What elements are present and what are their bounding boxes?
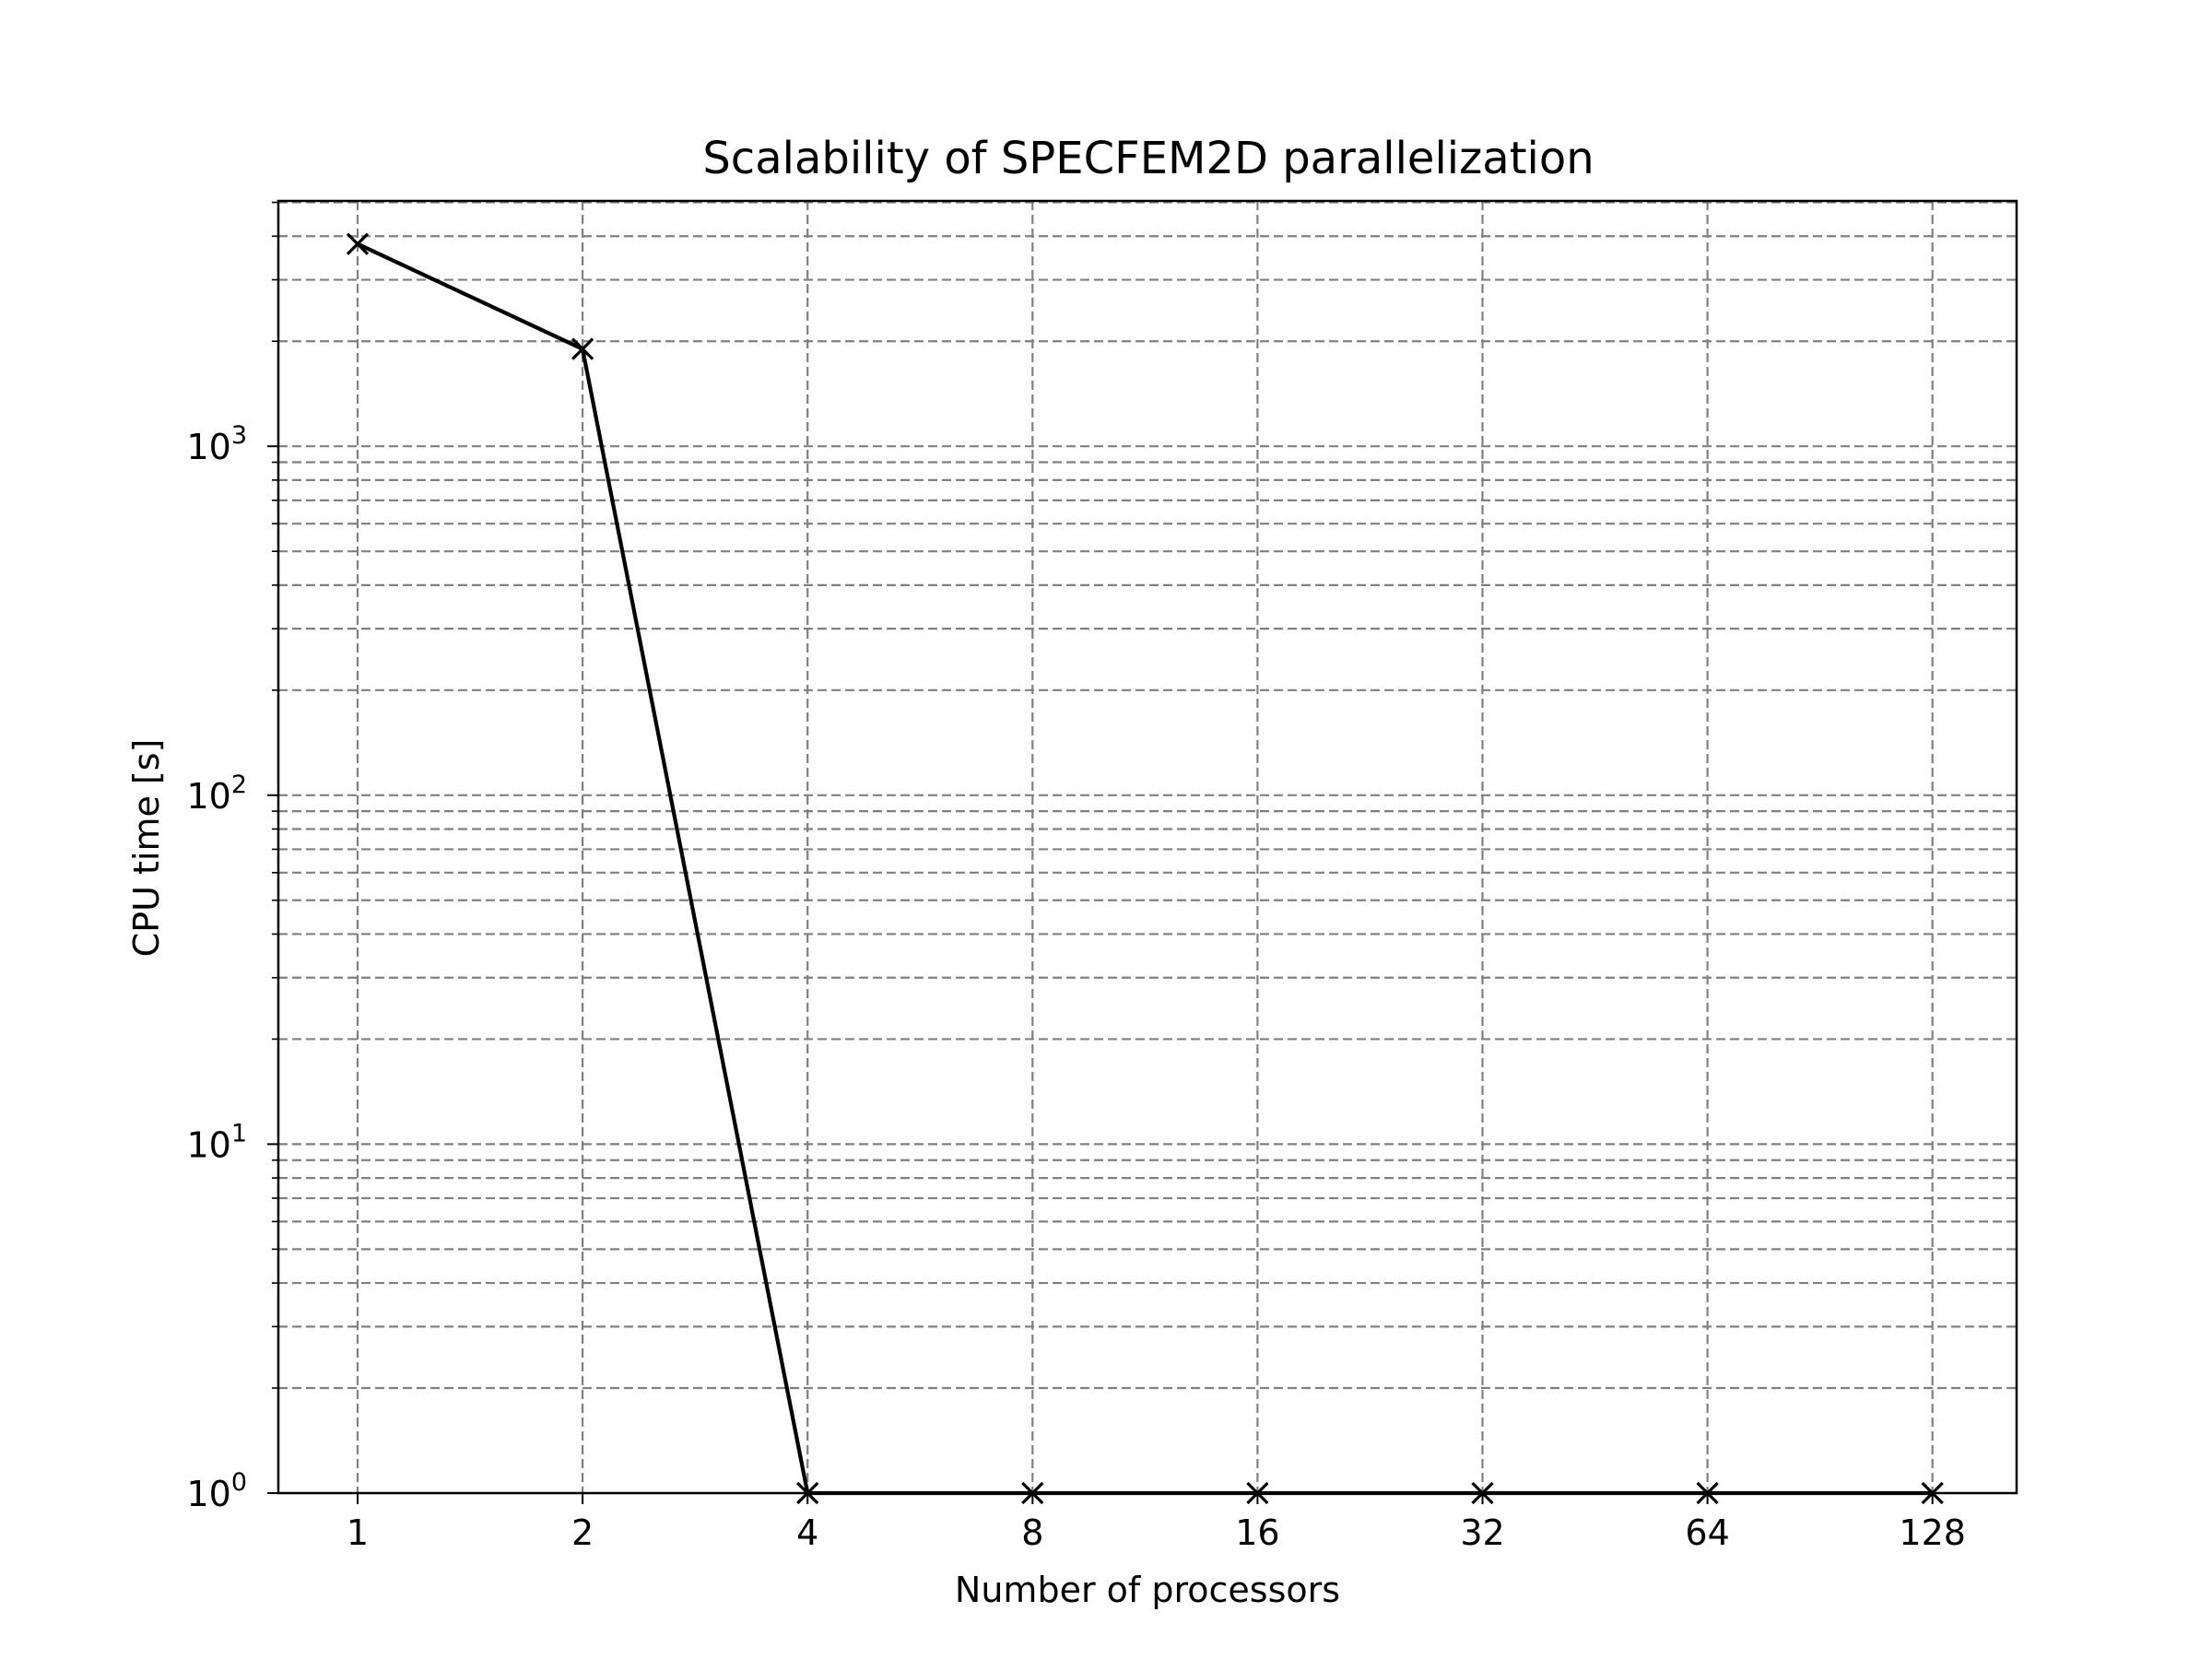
data-point-marker — [346, 232, 370, 255]
grid — [278, 201, 2017, 1493]
x-tick-label-0: 1 — [347, 1512, 369, 1553]
x-tick-label-4: 16 — [1235, 1512, 1279, 1553]
x-tick-label-6: 64 — [1685, 1512, 1729, 1553]
y-tick-label-2: 102 — [186, 771, 247, 817]
x-tick-label-2: 4 — [796, 1512, 818, 1553]
data-point-marker — [571, 337, 594, 360]
y-axis-label: CPU time [s] — [126, 739, 167, 958]
series-layer — [346, 232, 1944, 1505]
x-tick-label-7: 128 — [1899, 1512, 1966, 1553]
x-tick-label-5: 32 — [1460, 1512, 1504, 1553]
y-tick-label-0: 100 — [186, 1468, 247, 1514]
y-tick-label-3: 103 — [186, 421, 247, 467]
y-tick-label-1: 101 — [186, 1119, 247, 1165]
chart-title: Scalability of SPECFEM2D parallelization — [702, 133, 1594, 184]
x-axis: 1 2 4 8 16 32 64 128 — [347, 1493, 1966, 1553]
y-axis: 100 101 102 103 — [186, 201, 278, 1514]
x-tick-label-3: 8 — [1021, 1512, 1043, 1553]
x-axis-label: Number of processors — [955, 1570, 1340, 1610]
plot-frame — [276, 199, 2018, 1495]
series-line-0 — [357, 241, 1933, 1496]
x-tick-label-1: 2 — [571, 1512, 594, 1553]
